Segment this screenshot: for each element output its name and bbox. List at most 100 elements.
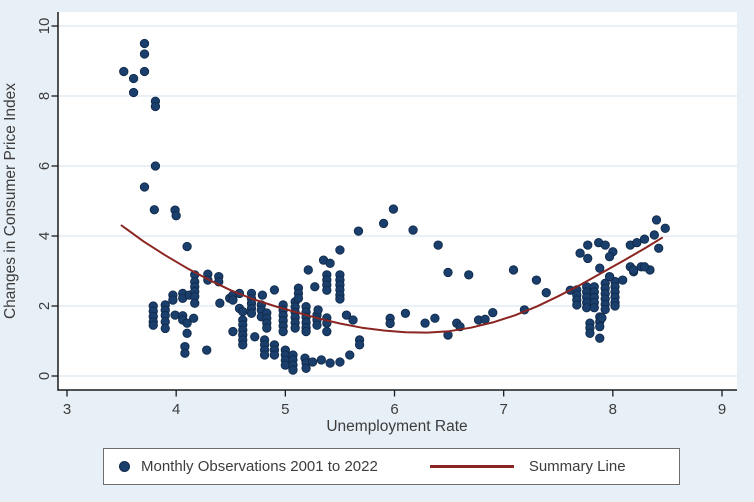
x-tick-label: 4	[172, 401, 180, 418]
scatter-point	[341, 310, 352, 320]
plot-background	[58, 12, 737, 390]
scatter-point	[464, 270, 474, 280]
scatter-point	[170, 310, 180, 320]
scatter-point	[575, 248, 585, 258]
y-tick-label: 6	[36, 162, 53, 170]
scatter-point	[228, 295, 238, 305]
y-tick-label: 10	[36, 18, 53, 35]
scatter-point	[508, 265, 519, 275]
scatter-point	[301, 326, 311, 337]
axis-lines	[57, 12, 737, 391]
scatter-point	[335, 294, 345, 304]
scatter-point	[322, 285, 332, 295]
scatter-point	[335, 245, 345, 255]
scatter-point	[600, 304, 610, 315]
scatter-point	[119, 66, 129, 77]
scatter-point	[604, 251, 615, 262]
x-tick-label: 6	[390, 401, 398, 418]
y-tick-label: 2	[36, 302, 53, 310]
scatter-point	[610, 301, 620, 311]
scatter-point	[312, 320, 322, 330]
scatter-point	[595, 333, 605, 343]
summary-line-icon	[429, 465, 514, 468]
scatter-point	[150, 161, 161, 171]
scatter-point	[290, 323, 300, 333]
scatter-point	[278, 326, 288, 337]
y-tick-label: 0	[36, 372, 53, 380]
scatter-point	[325, 358, 335, 368]
scatter-point	[316, 355, 327, 365]
scatter-point	[246, 308, 257, 318]
scatter-point	[541, 288, 551, 298]
scatter-marker-icon	[119, 461, 130, 472]
scatter-point	[400, 308, 411, 318]
scatter-point	[632, 237, 642, 248]
scatter-point	[313, 305, 323, 315]
scatter-point	[301, 363, 311, 373]
scatter-point	[307, 357, 318, 367]
chart-legend: Monthly Observations 2001 to 2022 Summar…	[103, 448, 680, 485]
scatter-point	[322, 326, 332, 337]
scatter-point	[595, 263, 605, 273]
y-tick-label: 8	[36, 92, 53, 100]
x-tick-label: 8	[609, 401, 617, 418]
y-axis-title: Changes in Consumer Price Index	[2, 83, 19, 319]
scatter-point	[259, 350, 270, 360]
scatter-point	[269, 285, 280, 295]
scatter-point	[128, 73, 139, 84]
scatter-point	[353, 226, 364, 236]
scatter-point	[139, 66, 150, 77]
scatter-point	[480, 314, 490, 324]
scatter-point	[215, 298, 225, 308]
scatter-point	[597, 313, 607, 323]
scatter-point	[628, 265, 639, 275]
scatter-point	[182, 318, 192, 328]
scatter-point	[280, 360, 290, 370]
scatter-point	[238, 340, 248, 350]
scatter-point	[160, 323, 170, 334]
scatter-point	[531, 275, 542, 285]
x-tick-label: 9	[718, 401, 726, 418]
scatter-point	[604, 271, 615, 282]
scatter-point	[583, 240, 593, 250]
scatter-point	[202, 345, 212, 355]
scatter-point	[618, 275, 628, 285]
scatter-point	[269, 350, 280, 360]
scatter-point	[583, 253, 593, 264]
x-tick-label: 5	[281, 401, 289, 418]
scatter-point	[250, 332, 260, 342]
scatter-point	[581, 303, 592, 313]
summary-line	[120, 224, 663, 334]
scatter-point	[228, 326, 238, 337]
scatter-point	[190, 298, 200, 308]
scatter-point	[600, 240, 610, 250]
scatter-point	[335, 357, 345, 367]
scatter-point	[171, 211, 181, 221]
legend-scatter-label: Monthly Observations 2001 to 2022	[141, 458, 378, 475]
scatter-point	[488, 307, 498, 318]
scatter-point	[262, 323, 272, 333]
scatter-point	[572, 300, 582, 310]
scatter-point	[182, 328, 192, 338]
y-tick-label: 4	[36, 232, 53, 240]
scatter-point	[238, 306, 248, 317]
scatter-point	[654, 243, 664, 253]
scatter-point	[408, 225, 418, 235]
scatter-point	[589, 303, 599, 313]
scatter-point	[310, 282, 320, 292]
scatter-point	[378, 218, 389, 229]
scatter-point	[168, 295, 178, 305]
scatter-point	[651, 215, 662, 225]
scatter-point	[150, 101, 161, 112]
scatter-point	[388, 204, 399, 214]
scatter-point	[188, 313, 199, 323]
scatter-point	[325, 258, 335, 268]
scatter-point	[585, 328, 595, 338]
scatter-point	[433, 240, 443, 250]
scatter-point	[288, 365, 298, 375]
scatter-point	[385, 318, 395, 329]
scatter-point	[139, 49, 150, 59]
scatter-point	[430, 313, 440, 323]
scatter-point	[257, 290, 268, 300]
